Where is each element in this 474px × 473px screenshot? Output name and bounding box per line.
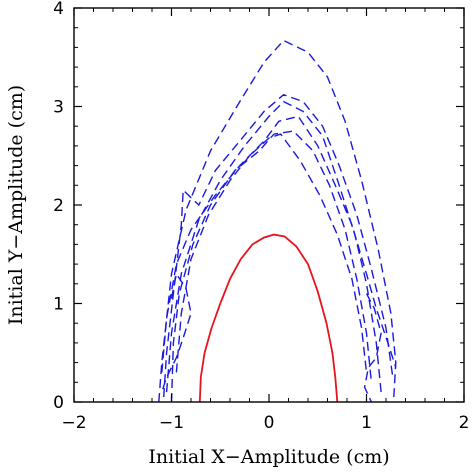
x-tick-label: 1 — [361, 413, 372, 433]
y-tick-label: 2 — [53, 196, 64, 216]
tick-layer: −2 −1 0 1 2 0 1 2 3 4 — [53, 0, 469, 433]
y-tick-label: 0 — [53, 393, 64, 413]
y-tick-label: 1 — [53, 295, 64, 315]
y-axis-label: Initial Y−Amplitude (cm) — [5, 85, 27, 325]
dashed-curve-1 — [158, 39, 397, 403]
dashed-curve-4 — [170, 130, 373, 403]
plot-frame — [73, 7, 465, 403]
series-layer — [158, 39, 397, 403]
dashed-curve-2 — [163, 93, 394, 398]
x-tick-label: 2 — [459, 413, 470, 433]
dashed-curve-7 — [161, 272, 192, 393]
dashed-curve-6 — [161, 115, 397, 373]
solid-curve-0 — [198, 233, 339, 403]
x-axis-label: Initial X−Amplitude (cm) — [148, 446, 389, 468]
x-tick-label: 0 — [264, 413, 275, 433]
y-tick-label: 3 — [53, 98, 64, 118]
dashed-curve-3 — [165, 100, 382, 393]
y-tick-label: 4 — [53, 0, 64, 19]
dashed-curve-8 — [363, 293, 382, 403]
dashed-curve-5 — [175, 133, 368, 373]
x-tick-label: −1 — [159, 413, 184, 433]
x-tick-label: −2 — [61, 413, 86, 433]
